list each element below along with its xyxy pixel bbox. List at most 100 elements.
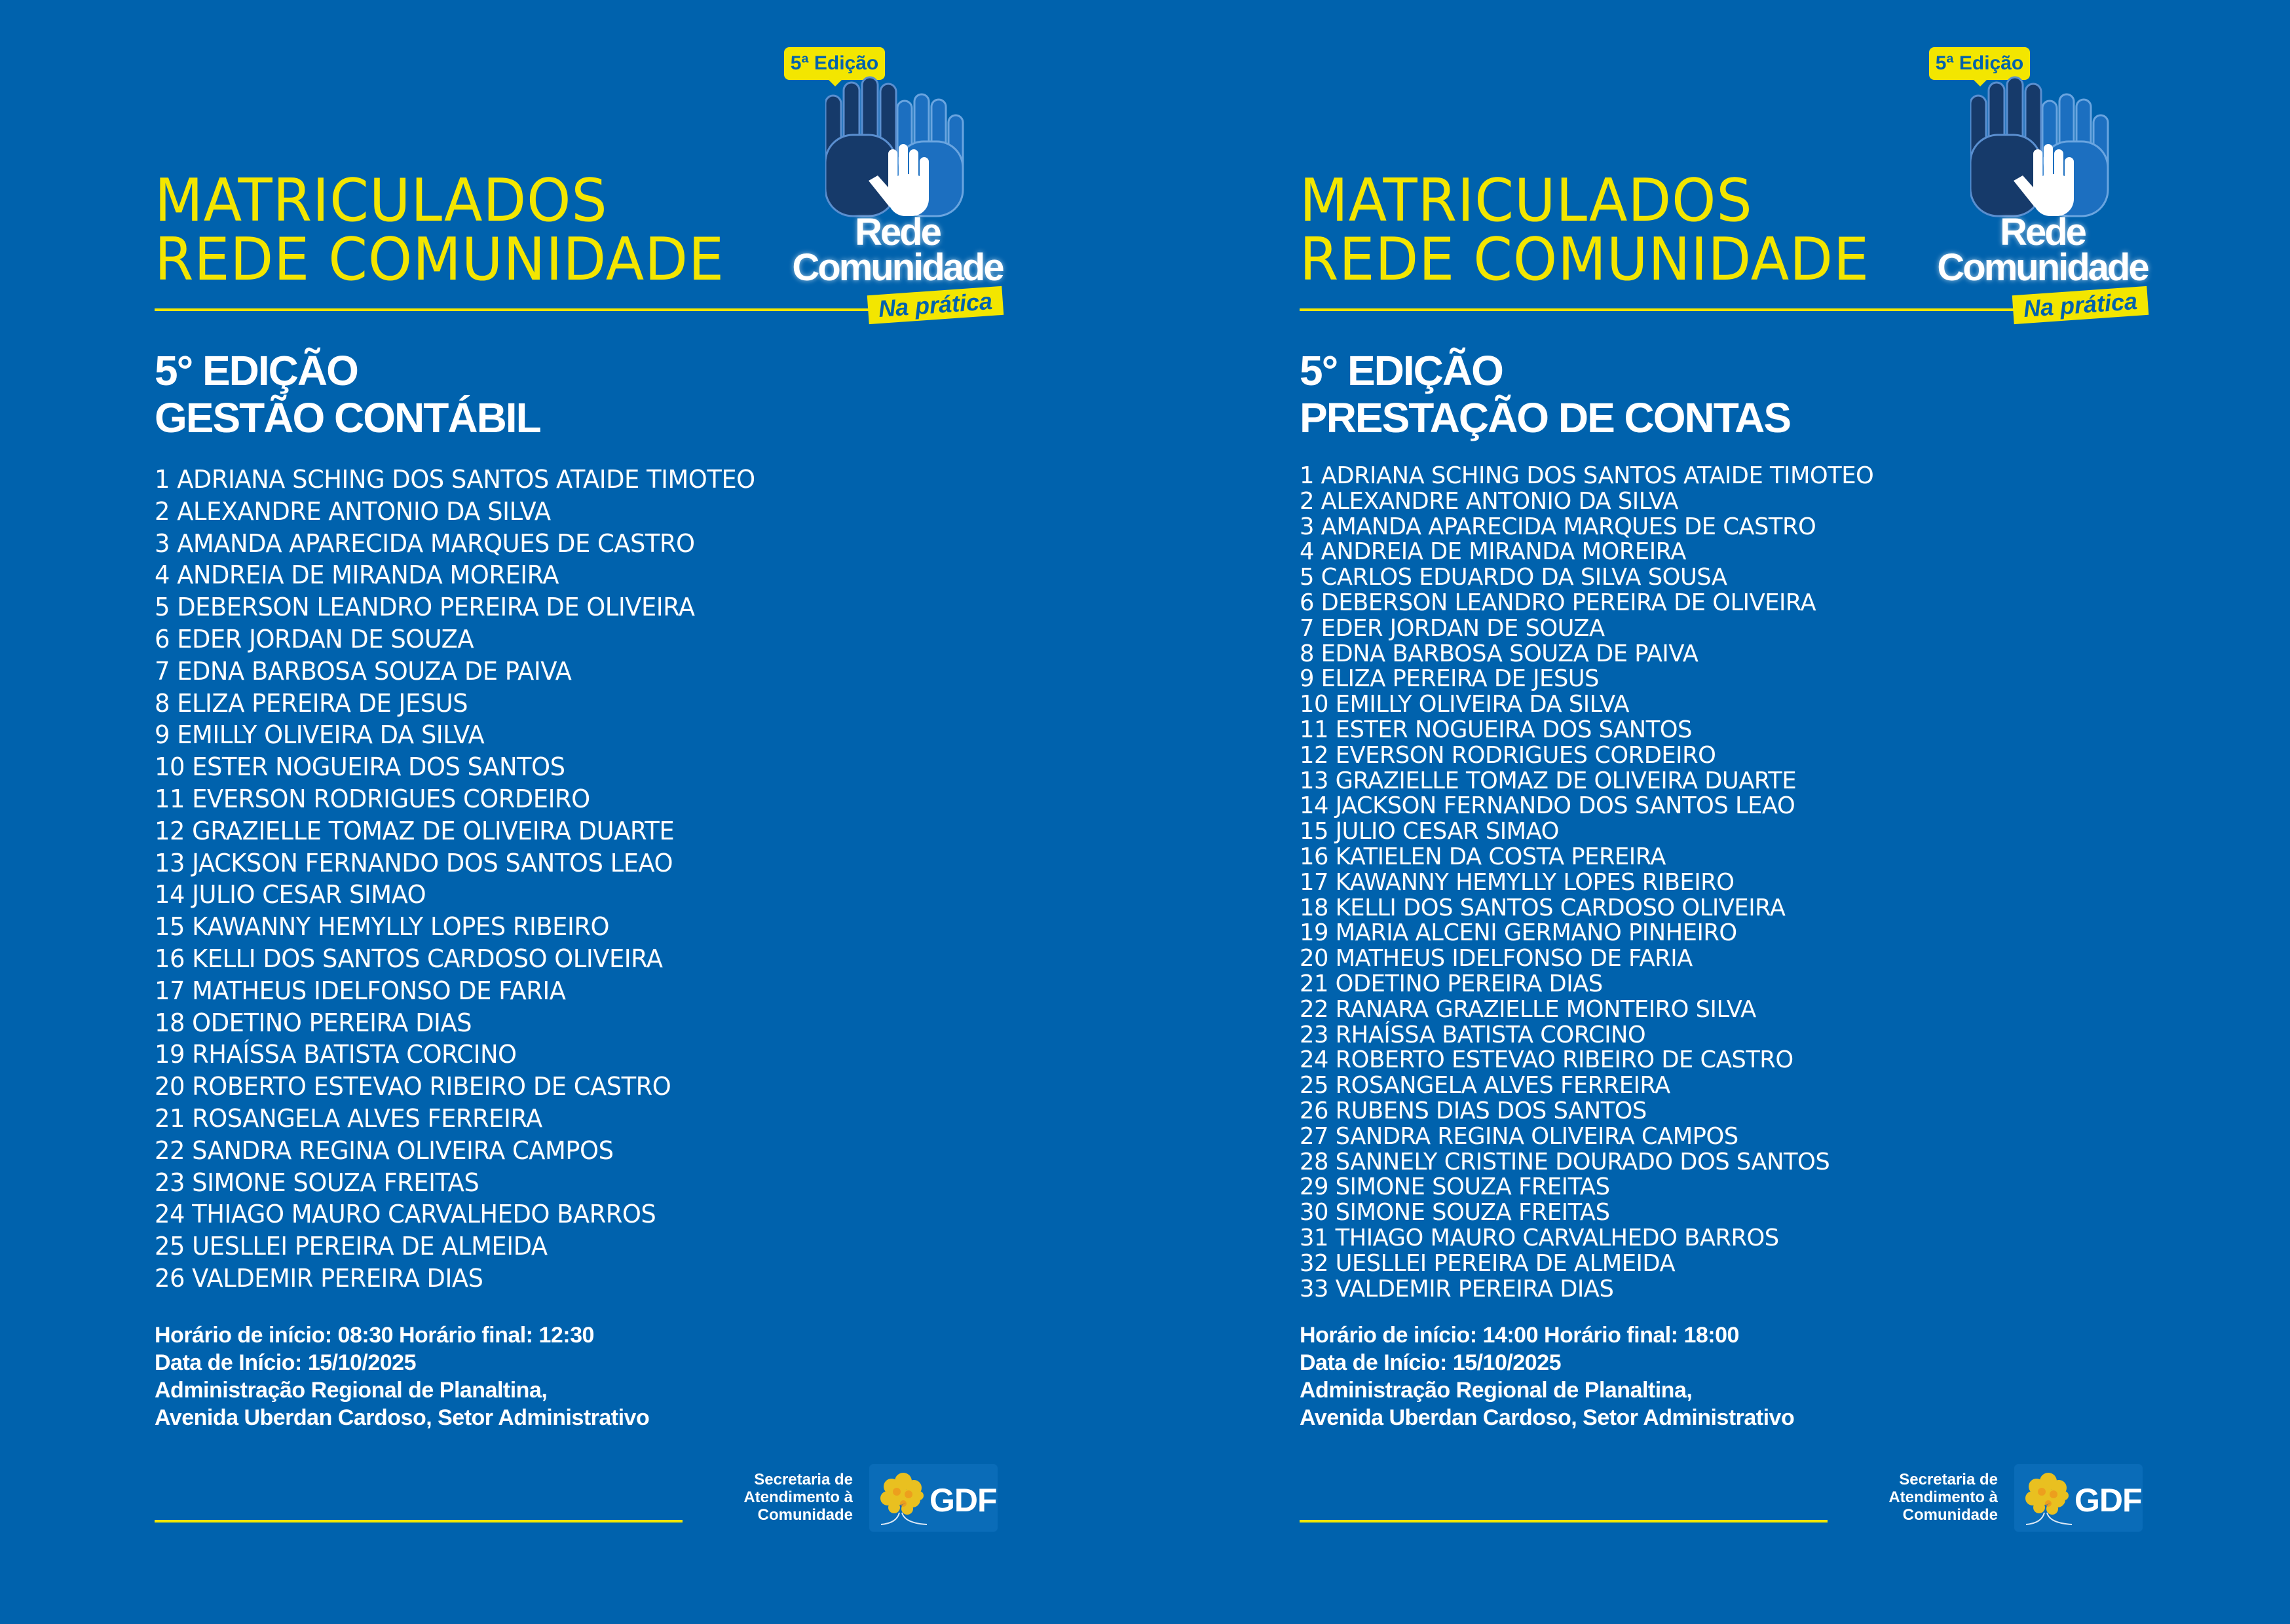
student-item: 4 ANDREIA DE MIRANDA MOREIRA [1300,538,1686,566]
ipe-tree-icon [880,1473,928,1525]
title-line-2: REDE COMUNIDADE [1300,225,1869,294]
secretaria-label: Secretaria de Atendimento à Comunidade [707,1471,853,1524]
student-item: 25 ROSANGELA ALVES FERREIRA [1300,1072,1670,1099]
logo-name-line-1: Rede [855,211,942,253]
secretaria-line-2: Atendimento à [743,1488,853,1506]
student-item: 14 JACKSON FERNANDO DOS SANTOS LEAO [1300,792,1795,820]
student-item: 2 ALEXANDRE ANTONIO DA SILVA [155,496,551,526]
enrollment-panel-2: MATRICULADOS REDE COMUNIDADE 5ª Edição [1145,0,2259,1624]
gdf-logo: GDF [2014,1464,2143,1532]
student-item: 24 THIAGO MAURO CARVALHEDO BARROS [155,1200,656,1229]
rede-comunidade-logo: 5ª Edição [1924,39,2160,327]
student-item: 17 MATHEUS IDELFONSO DE FARIA [155,976,566,1005]
footer-divider [155,1520,683,1522]
student-item: 33 VALDEMIR PEREIRA DIAS [1300,1275,1614,1302]
student-item: 14 JULIO CESAR SIMAO [155,880,426,910]
hands-icon [825,76,964,217]
edition-label: 5° EDIÇÃO [155,347,359,394]
start-date: Data de Início: 15/10/2025 [1300,1350,1561,1375]
student-item: 29 SIMONE SOUZA FREITAS [1300,1173,1610,1201]
page-title: MATRICULADOS REDE COMUNIDADE [1300,172,1869,289]
secretaria-line-1: Secretaria de [754,1471,853,1488]
student-item: 8 ELIZA PEREIRA DE JESUS [155,688,468,718]
schedule: Horário de início: 14:00 Horário final: … [1300,1323,1739,1348]
address: Avenida Uberdan Cardoso, Setor Administr… [1300,1405,1795,1430]
title-divider [1300,308,2020,311]
location: Administração Regional de Planaltina, [1300,1378,1693,1403]
logo-name-line-2: Comunidade [1937,246,2149,289]
title-divider [155,308,875,311]
title-line-1: MATRICULADOS [1300,166,1753,235]
student-list: 1 ADRIANA SCHING DOS SANTOS ATAIDE TIMOT… [155,464,755,1295]
student-item: 3 AMANDA APARECIDA MARQUES DE CASTRO [1300,513,1816,540]
student-item: 32 UESLLEI PEREIRA DE ALMEIDA [1300,1249,1676,1277]
course-name: PRESTAÇÃO DE CONTAS [1300,394,1792,441]
student-item: 9 EMILLY OLIVEIRA DA SILVA [155,720,485,750]
student-item: 16 KATIELEN DA COSTA PEREIRA [1300,843,1666,870]
student-item: 2 ALEXANDRE ANTONIO DA SILVA [1300,487,1679,515]
student-item: 23 SIMONE SOUZA FREITAS [155,1168,479,1197]
student-item: 20 ROBERTO ESTEVAO RIBEIRO DE CASTRO [155,1072,671,1101]
gdf-logo: GDF [869,1464,998,1532]
rede-comunidade-logo: 5ª Edição [779,39,1015,327]
student-item: 9 ELIZA PEREIRA DE JESUS [1300,665,1599,693]
student-item: 4 ANDREIA DE MIRANDA MOREIRA [155,561,559,590]
student-item: 25 UESLLEI PEREIRA DE ALMEIDA [155,1232,548,1261]
student-item: 20 MATHEUS IDELFONSO DE FARIA [1300,945,1693,972]
course-name: GESTÃO CONTÁBIL [155,394,542,441]
student-item: 27 SANDRA REGINA OLIVEIRA CAMPOS [1300,1122,1738,1150]
footer-divider [1300,1520,1828,1522]
student-item: 7 EDNA BARBOSA SOUZA DE PAIVA [155,656,572,686]
student-item: 21 ROSANGELA ALVES FERREIRA [155,1103,542,1133]
student-item: 19 RHAÍSSA BATISTA CORCINO [155,1040,517,1069]
logo-name: Rede Comunidade [1924,211,2160,289]
title-line-2: REDE COMUNIDADE [155,225,724,294]
student-item: 12 GRAZIELLE TOMAZ DE OLIVEIRA DUARTE [155,816,675,845]
student-item: 26 RUBENS DIAS DOS SANTOS [1300,1097,1647,1124]
student-item: 31 THIAGO MAURO CARVALHEDO BARROS [1300,1224,1779,1251]
student-item: 7 EDER JORDAN DE SOUZA [1300,614,1605,642]
student-item: 24 ROBERTO ESTEVAO RIBEIRO DE CASTRO [1300,1046,1793,1074]
student-item: 21 ODETINO PEREIRA DIAS [1300,970,1603,997]
student-item: 18 ODETINO PEREIRA DIAS [155,1008,472,1037]
course-heading: 5° EDIÇÃO PRESTAÇÃO DE CONTAS [1300,347,1792,441]
course-heading: 5° EDIÇÃO GESTÃO CONTÁBIL [155,347,542,441]
student-item: 12 EVERSON RODRIGUES CORDEIRO [1300,741,1716,769]
gdf-wordmark: GDF [2074,1482,2143,1519]
schedule: Horário de início: 08:30 Horário final: … [155,1323,594,1348]
student-item: 1 ADRIANA SCHING DOS SANTOS ATAIDE TIMOT… [155,465,755,494]
student-item: 23 RHAÍSSA BATISTA CORCINO [1300,1021,1646,1048]
gdf-wordmark: GDF [929,1482,998,1519]
student-item: 8 EDNA BARBOSA SOUZA DE PAIVA [1300,640,1699,667]
student-item: 1 ADRIANA SCHING DOS SANTOS ATAIDE TIMOT… [1300,462,1874,489]
page-title: MATRICULADOS REDE COMUNIDADE [155,172,724,289]
student-item: 11 EVERSON RODRIGUES CORDEIRO [155,784,590,813]
enrollment-panel-1: MATRICULADOS REDE COMUNIDADE 5ª Edição [0,0,1114,1624]
logo-name-line-1: Rede [2000,211,2087,253]
student-item: 6 DEBERSON LEANDRO PEREIRA DE OLIVEIRA [1300,589,1816,616]
student-item: 28 SANNELY CRISTINE DOURADO DOS SANTOS [1300,1148,1830,1175]
edition-label: 5° EDIÇÃO [1300,347,1504,394]
secretaria-line-1: Secretaria de [1899,1471,1998,1488]
student-item: 10 EMILLY OLIVEIRA DA SILVA [1300,691,1629,718]
start-date: Data de Início: 15/10/2025 [155,1350,416,1375]
edition-badge: 5ª Edição [1929,47,2030,86]
location: Administração Regional de Planaltina, [155,1378,548,1403]
student-item: 17 KAWANNY HEMYLLY LOPES RIBEIRO [1300,868,1735,896]
logo-name-line-2: Comunidade [792,246,1004,289]
student-item: 10 ESTER NOGUEIRA DOS SANTOS [155,752,565,782]
student-item: 19 MARIA ALCENI GERMANO PINHEIRO [1300,919,1737,947]
logo-tagline: Na prática [867,286,1004,325]
student-item: 18 KELLI DOS SANTOS CARDOSO OLIVEIRA [1300,894,1786,921]
student-item: 13 JACKSON FERNANDO DOS SANTOS LEAO [155,848,673,877]
student-item: 16 KELLI DOS SANTOS CARDOSO OLIVEIRA [155,944,663,973]
student-item: 3 AMANDA APARECIDA MARQUES DE CASTRO [155,528,695,558]
student-item: 11 ESTER NOGUEIRA DOS SANTOS [1300,716,1692,743]
student-item: 15 KAWANNY HEMYLLY LOPES RIBEIRO [155,912,610,942]
student-item: 6 EDER JORDAN DE SOUZA [155,624,474,654]
student-list: 1 ADRIANA SCHING DOS SANTOS ATAIDE TIMOT… [1300,462,1874,1302]
student-item: 5 CARLOS EDUARDO DA SILVA SOUSA [1300,564,1727,591]
student-item: 13 GRAZIELLE TOMAZ DE OLIVEIRA DUARTE [1300,767,1797,794]
secretaria-line-2: Atendimento à [1888,1488,1998,1506]
title-line-1: MATRICULADOS [155,166,608,235]
